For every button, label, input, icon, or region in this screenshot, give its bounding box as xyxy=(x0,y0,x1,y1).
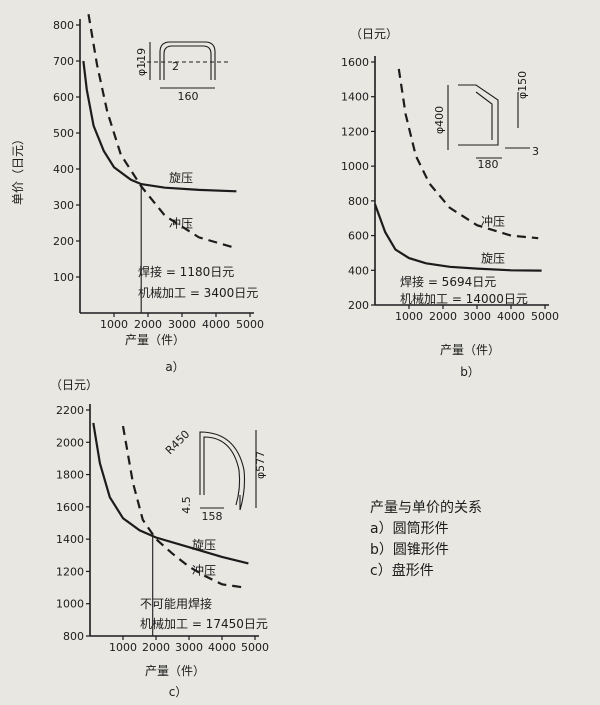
series-line-b-stamping xyxy=(397,68,539,240)
annotation-b-2: 机械加工 = 14000日元 xyxy=(400,291,528,306)
sketch-dim-height: 180 xyxy=(478,158,499,171)
series-label-b-1: 旋压 xyxy=(481,251,505,265)
y-tick-label: 1400 xyxy=(341,91,369,104)
x-tick-label: 1000 xyxy=(395,310,423,323)
annotation-a-1: 焊接 = 1180日元 xyxy=(138,264,234,279)
x-tick-label: 2000 xyxy=(429,310,457,323)
part-sketch-dish: R450 φ577 4.5 158 xyxy=(163,428,267,523)
series-line-a-spinning xyxy=(82,60,237,193)
series-label-c-1: 冲压 xyxy=(192,562,216,577)
x-axis-label-b: 产量（件） xyxy=(440,343,500,357)
sketch-dim-top-diameter: φ150 xyxy=(516,71,529,99)
sketch-dim-diameter: φ119 xyxy=(135,48,148,76)
y-axis-label-b: （日元） xyxy=(350,27,398,41)
sketch-dim-length: 160 xyxy=(178,90,199,103)
y-tick-label: 2200 xyxy=(56,404,84,417)
y-tick-label: 600 xyxy=(53,91,74,104)
figure-caption: 产量与单价的关系 a）圆筒形件 b）圆锥形件 c）盘形件 xyxy=(370,500,482,579)
annotation-c-1: 不可能用焊接 xyxy=(140,596,212,611)
y-tick-label: 1800 xyxy=(56,469,84,482)
x-tick-label: 5000 xyxy=(241,641,269,654)
series-line-c-spinning xyxy=(92,422,249,565)
panel-label-b: b） xyxy=(460,365,480,379)
sketch-dim-radius: R450 xyxy=(163,428,192,457)
y-tick-label: 800 xyxy=(63,630,84,643)
panel-label-c: c） xyxy=(169,685,188,699)
series-label-c-0: 旋压 xyxy=(192,538,216,552)
caption-item-a: a）圆筒形件 xyxy=(370,520,449,537)
chart-panel-a: 单价（日元） 产量（件） a） φ119 2 160 焊接 = 1180日元 机… xyxy=(11,14,264,374)
series-line-a-stamping xyxy=(87,14,237,250)
annotation-b-1: 焊接 = 5694日元 xyxy=(400,274,496,289)
x-tick-label: 4000 xyxy=(208,641,236,654)
y-axis-label-a: 单价（日元） xyxy=(11,133,25,205)
x-tick-label: 3000 xyxy=(175,641,203,654)
y-tick-label: 1000 xyxy=(56,598,84,611)
sketch-dim-diameter-c: φ577 xyxy=(254,451,267,479)
series-label-a-1: 冲压 xyxy=(169,215,193,230)
sketch-dim-base-diameter: φ400 xyxy=(433,106,446,134)
y-tick-label: 200 xyxy=(348,299,369,312)
x-tick-label: 4000 xyxy=(497,310,525,323)
y-tick-label: 1200 xyxy=(341,125,369,138)
x-tick-label: 3000 xyxy=(463,310,491,323)
y-tick-label: 100 xyxy=(53,271,74,284)
x-tick-label: 5000 xyxy=(531,310,559,323)
annotation-c-2: 机械加工 = 17450日元 xyxy=(140,616,268,631)
sketch-dim-wall: 3 xyxy=(532,145,539,158)
x-axis-label-a: 产量（件） xyxy=(125,333,185,347)
sketch-dim-thickness: 2 xyxy=(172,60,179,73)
panel-label-a: a） xyxy=(165,360,184,374)
series-line-b-spinning xyxy=(373,203,542,272)
y-tick-label: 800 xyxy=(348,195,369,208)
annotation-a-2: 机械加工 = 3400日元 xyxy=(138,285,258,300)
part-sketch-cylinder: φ119 2 160 xyxy=(135,41,230,103)
series-line-c-stamping xyxy=(121,425,246,589)
y-tick-label: 1600 xyxy=(56,501,84,514)
x-tick-label: 4000 xyxy=(202,318,230,331)
x-axis-label-c: 产量（件） xyxy=(145,664,205,678)
y-tick-label: 500 xyxy=(53,127,74,140)
series-label-b-0: 冲压 xyxy=(481,214,505,229)
y-tick-label: 1000 xyxy=(341,160,369,173)
x-tick-label: 5000 xyxy=(236,318,264,331)
part-sketch-cone: φ400 φ150 180 3 xyxy=(433,71,539,171)
y-tick-label: 200 xyxy=(53,235,74,248)
y-tick-label: 2000 xyxy=(56,436,84,449)
caption-title: 产量与单价的关系 xyxy=(370,500,482,516)
series-label-a-0: 旋压 xyxy=(169,171,193,185)
y-tick-label: 800 xyxy=(53,19,74,32)
y-tick-label: 300 xyxy=(53,199,74,212)
y-tick-label: 600 xyxy=(348,230,369,243)
x-tick-label: 2000 xyxy=(134,318,162,331)
y-tick-label: 400 xyxy=(348,264,369,277)
y-tick-label: 400 xyxy=(53,163,74,176)
chart-panel-b: （日元） 产量（件） b） φ400 φ150 180 3 焊接 = 5694日… xyxy=(341,27,559,379)
y-axis-label-c: （日元） xyxy=(50,378,98,392)
sketch-dim-thickness-c: 4.5 xyxy=(180,496,193,514)
chart-panel-c: （日元） 产量（件） c） R450 φ577 4.5 158 不可能用焊接 机… xyxy=(50,378,269,699)
caption-item-b: b）圆锥形件 xyxy=(370,542,449,558)
y-tick-label: 1400 xyxy=(56,533,84,546)
x-tick-label: 2000 xyxy=(142,641,170,654)
x-tick-label: 1000 xyxy=(100,318,128,331)
x-tick-label: 3000 xyxy=(168,318,196,331)
sketch-dim-height-c: 158 xyxy=(202,510,223,523)
caption-item-c: c）盘形件 xyxy=(370,562,434,579)
y-tick-label: 700 xyxy=(53,55,74,68)
y-tick-label: 1200 xyxy=(56,565,84,578)
y-tick-label: 1600 xyxy=(341,56,369,69)
x-tick-label: 1000 xyxy=(109,641,137,654)
